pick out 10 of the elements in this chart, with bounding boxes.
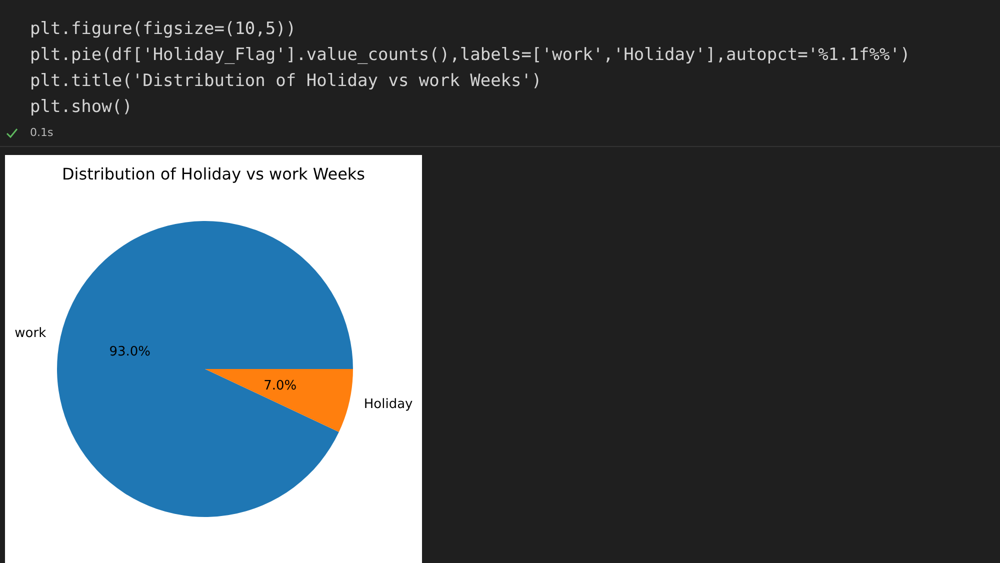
slice-label: work [14, 326, 47, 341]
text: plt.show() [30, 97, 132, 117]
data-label: 93.0% [109, 344, 151, 360]
text: plt.figure(figsize=(10,5)) [30, 19, 296, 39]
data-label: 7.0% [264, 378, 297, 394]
text: plt.title('Distribution of Holiday vs work Weeks') [30, 71, 542, 91]
text: plt.pie(df['Holiday_Flag'].value_counts(),labels=['work','Holiday'],autopct='%1.1f%%') [30, 45, 910, 65]
slice-label: Holiday [364, 397, 414, 412]
text: 0.1s [30, 126, 54, 139]
chart-title: Distribution of Holiday vs work Weeks [62, 164, 366, 184]
